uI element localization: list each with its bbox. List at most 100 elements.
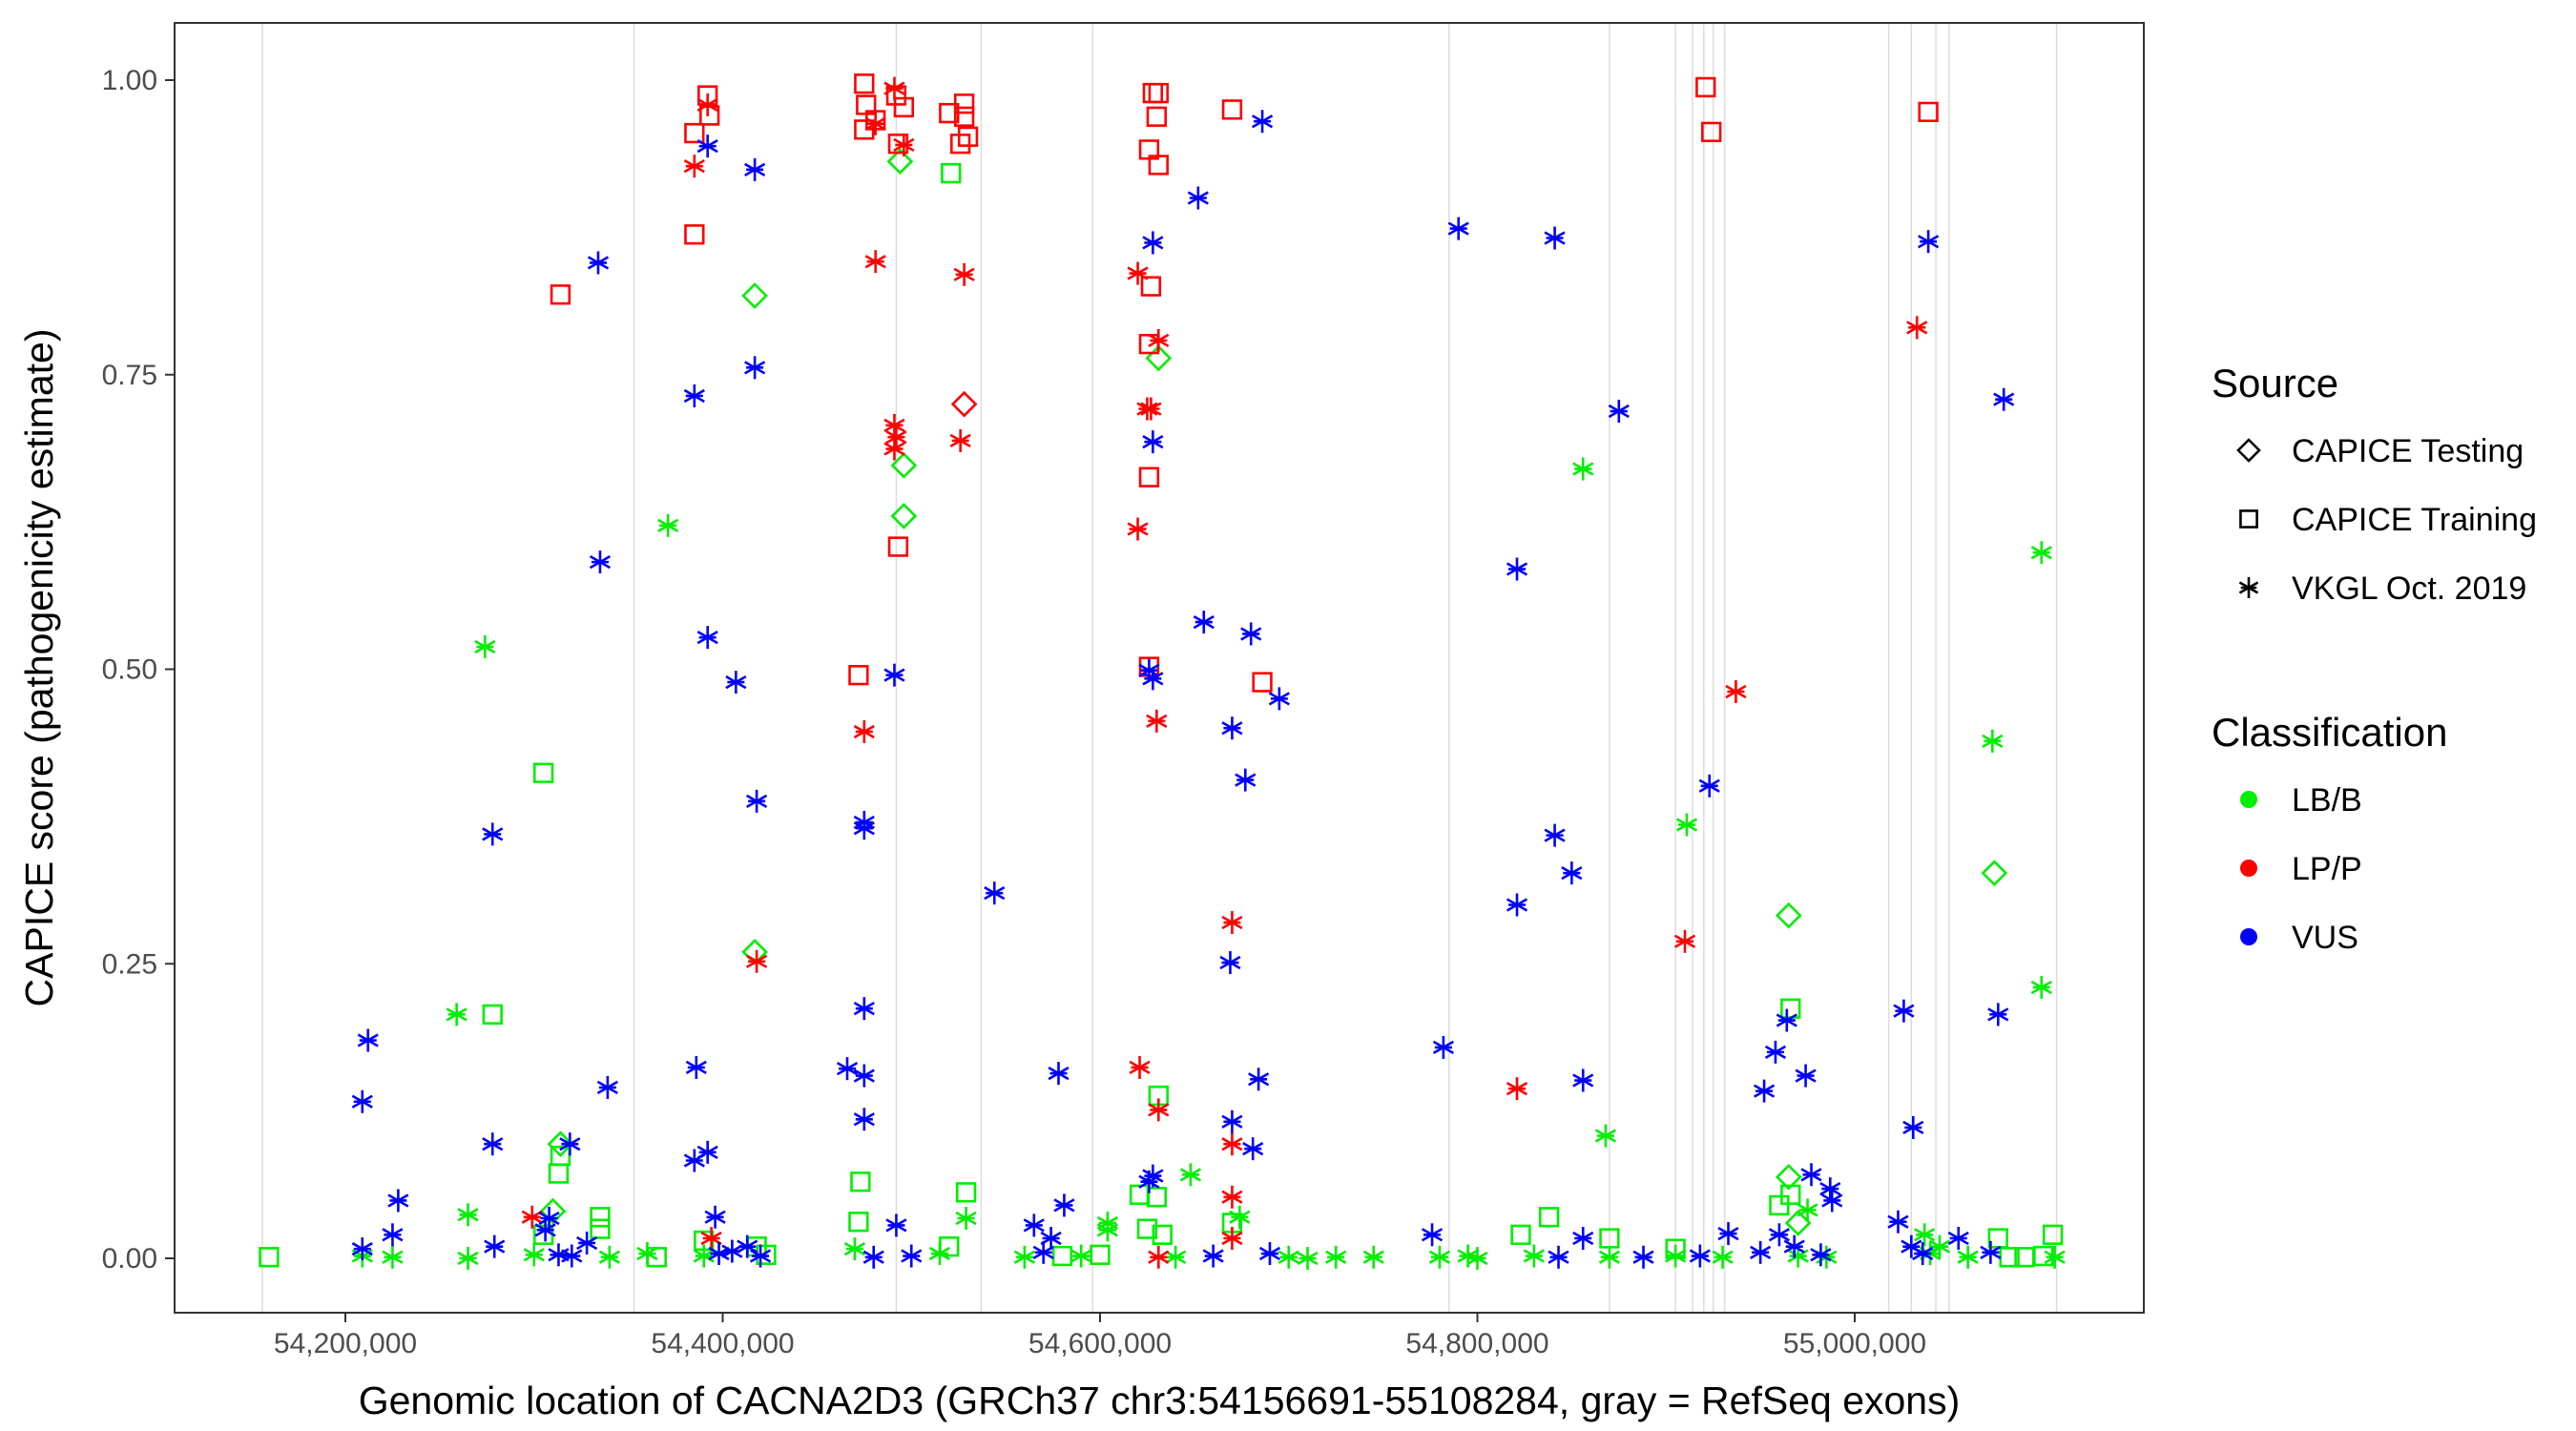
x-tick-label: 54,400,000	[651, 1328, 794, 1359]
data-point-asterisk	[1221, 1185, 1243, 1209]
x-tick-label: 54,600,000	[1028, 1328, 1172, 1359]
data-point-square	[684, 224, 705, 245]
data-point-asterisk	[351, 1089, 373, 1113]
data-point-square	[1599, 1228, 1620, 1249]
data-point-asterisk	[1240, 622, 1262, 646]
data-point-diamond	[1145, 344, 1173, 372]
data-point-asterisk	[862, 1245, 884, 1269]
data-point-square	[1918, 101, 1939, 123]
data-point-asterisk	[482, 822, 504, 846]
data-point-asterisk	[883, 437, 905, 461]
data-point-square	[2042, 1224, 2064, 1245]
data-point-asterisk	[1129, 1055, 1151, 1079]
data-point-square	[1090, 1244, 1111, 1265]
data-point-asterisk	[1561, 861, 1583, 885]
data-point-square	[548, 1163, 570, 1184]
data-point-square	[1695, 76, 1716, 98]
data-point-asterisk	[1148, 1098, 1170, 1122]
data-point-asterisk	[1957, 1245, 1979, 1269]
data-point-asterisk	[1221, 1110, 1243, 1133]
data-point-asterisk	[883, 76, 905, 100]
data-point-asterisk	[744, 157, 766, 181]
data-point-square	[1221, 99, 1243, 120]
data-point-asterisk	[1053, 1193, 1075, 1217]
data-point-asterisk	[598, 1245, 620, 1269]
data-point-square	[953, 106, 975, 127]
data-point-asterisk	[1544, 226, 1566, 250]
legend-key-square-icon	[2239, 509, 2258, 529]
data-point-asterisk	[1221, 1132, 1243, 1156]
data-point-diamond	[1775, 902, 1802, 929]
data-point-asterisk	[708, 1242, 730, 1266]
data-point-square	[848, 665, 869, 686]
data-point-asterisk	[596, 1075, 618, 1099]
x-tick-label: 54,800,000	[1405, 1328, 1548, 1359]
data-point-asterisk	[1698, 774, 1720, 798]
data-point-square	[854, 73, 875, 94]
y-tick-label: 1.00	[102, 65, 157, 96]
data-point-asterisk	[1673, 929, 1696, 953]
data-point-asterisk	[1982, 729, 2004, 753]
data-point-asterisk	[1725, 679, 1747, 703]
data-point-square	[2033, 1245, 2054, 1267]
data-point-asterisk	[885, 1213, 907, 1237]
legend-item-label: LP/P	[2292, 851, 2362, 887]
data-point-asterisk	[523, 1243, 545, 1267]
data-point-asterisk	[474, 635, 496, 659]
data-point-square	[1769, 1194, 1790, 1216]
data-point-square	[1780, 1184, 1801, 1205]
data-point-asterisk	[749, 1244, 772, 1268]
data-point-asterisk	[1325, 1245, 1347, 1269]
data-point-asterisk	[984, 881, 1006, 905]
exon-lines	[261, 23, 2058, 1313]
data-point-asterisk	[576, 1231, 598, 1255]
data-point-square	[684, 122, 705, 144]
data-point-asterisk	[1753, 1079, 1776, 1103]
data-point-asterisk	[1665, 1244, 1687, 1268]
data-point-asterisk	[2044, 1245, 2066, 1269]
data-point-asterisk	[1048, 1062, 1070, 1086]
data-point-asterisk	[683, 384, 705, 407]
data-point-asterisk	[1783, 1234, 1805, 1258]
data-point-asterisk	[382, 1245, 404, 1269]
data-point-asterisk	[1466, 1247, 1488, 1270]
data-point-asterisk	[836, 1057, 859, 1081]
data-point-asterisk	[746, 789, 768, 813]
legend-key-asterisk-icon	[2238, 577, 2259, 598]
data-point-asterisk	[1800, 1163, 1822, 1187]
data-point-asterisk	[1268, 687, 1290, 711]
data-point-square	[957, 126, 979, 147]
data-point-asterisk	[1140, 397, 1162, 421]
data-point-square	[953, 93, 975, 114]
data-point-asterisk	[1278, 1245, 1299, 1269]
data-point-asterisk	[1544, 823, 1566, 847]
data-point-asterisk	[484, 1234, 506, 1258]
data-point-asterisk	[1148, 1245, 1170, 1269]
data-point-square	[1152, 1224, 1173, 1245]
data-point-square	[941, 162, 962, 184]
data-point-square	[950, 134, 971, 155]
data-point-asterisk	[1906, 316, 1928, 340]
data-point-square	[893, 96, 914, 118]
data-point-asterisk	[1070, 1244, 1092, 1268]
y-tick-label: 0.25	[102, 948, 157, 980]
data-point-square	[848, 1212, 869, 1233]
data-point-asterisk	[700, 1227, 722, 1251]
data-point-diamond	[741, 282, 768, 309]
data-point-asterisk	[1506, 1077, 1528, 1101]
plot-panel-border	[174, 22, 2145, 1314]
data-point-asterisk	[864, 112, 886, 135]
data-point-asterisk	[1221, 716, 1243, 740]
data-point-asterisk	[1887, 1210, 1909, 1234]
data-point-asterisk	[1914, 1223, 1936, 1247]
legend: Source CAPICE Testing CAPICE Training VKGL…	[2212, 361, 2537, 956]
legend-item-label: VUS	[2292, 920, 2358, 956]
data-point-asterisk	[1221, 1227, 1243, 1251]
data-point-square	[1538, 1207, 1560, 1228]
data-point-asterisk	[1142, 667, 1164, 691]
data-point-asterisk	[1127, 261, 1149, 285]
data-point-asterisk	[1258, 1242, 1281, 1266]
data-point-asterisk	[1179, 1163, 1202, 1187]
data-point-asterisk	[1506, 557, 1528, 581]
